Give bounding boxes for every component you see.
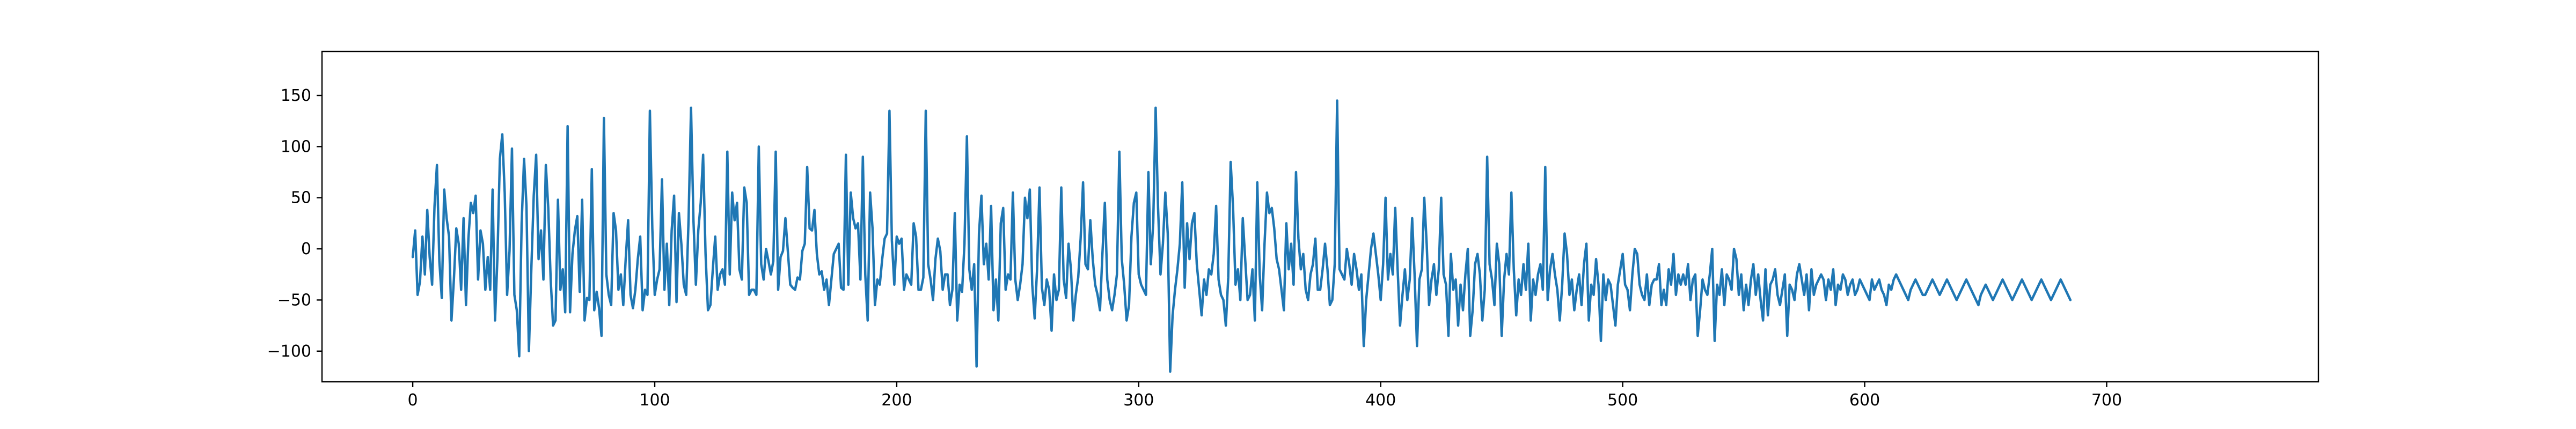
x-tick-label: 200 — [881, 391, 912, 410]
x-tick-label: 0 — [408, 391, 418, 410]
plot-layer — [411, 99, 2072, 373]
axis-layer: 0 100 200 300 400 500 600 700 −100 −50 0 50 100 150 — [267, 50, 2319, 410]
x-tick-label: 100 — [639, 391, 670, 410]
x-tick-label: 400 — [1365, 391, 1396, 410]
x-tick-label: 500 — [1607, 391, 1638, 410]
x-tick-label: 700 — [2091, 391, 2122, 410]
axes-frame — [321, 50, 2319, 383]
y-tick-label: −100 — [267, 342, 311, 361]
y-tick-label: 50 — [291, 189, 311, 208]
x-tick-label: 300 — [1123, 391, 1154, 410]
y-tick-label: 100 — [281, 137, 311, 156]
y-tick-label: 0 — [301, 240, 311, 258]
series-line-0 — [411, 99, 2072, 373]
y-tick-label: 150 — [281, 86, 311, 105]
y-tick-label: −50 — [277, 291, 311, 309]
x-tick-label: 600 — [1849, 391, 1880, 410]
